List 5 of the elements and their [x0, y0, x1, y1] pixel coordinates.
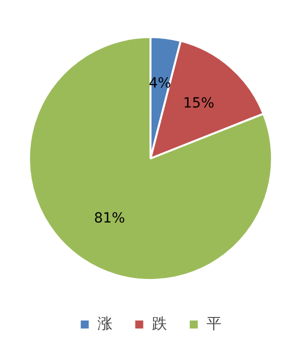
legend-label: 平 — [206, 314, 222, 332]
data-label: 15% — [183, 95, 214, 112]
legend-label: 跌 — [152, 314, 167, 332]
data-label: 81% — [94, 210, 126, 226]
legend-label: 涨 — [97, 314, 112, 332]
